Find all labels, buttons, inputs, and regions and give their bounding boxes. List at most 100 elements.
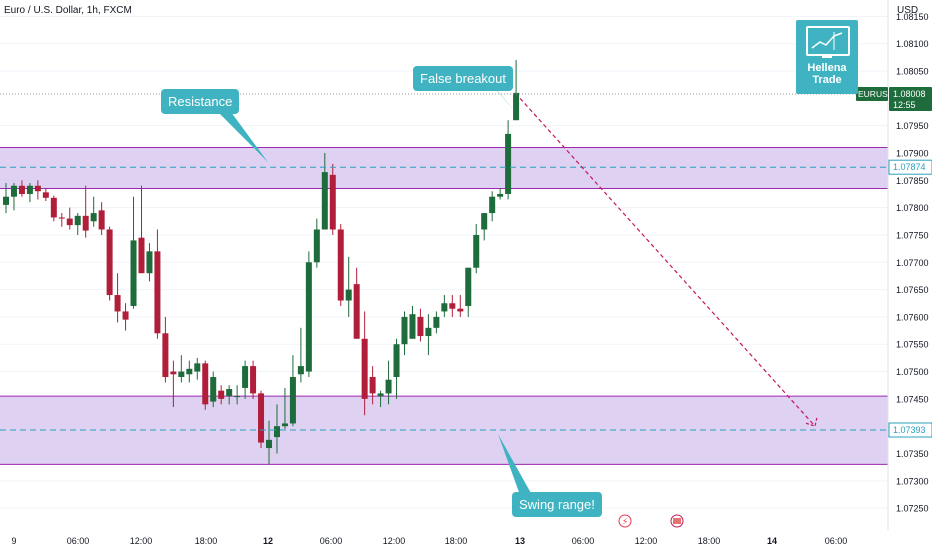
candle-bullish	[481, 213, 488, 230]
candle-bearish	[18, 185, 25, 194]
dividend-event-icon[interactable]	[618, 514, 632, 528]
false-breakout-callout[interactable]: False breakout	[413, 66, 513, 91]
symbol-tag: EURUSD	[858, 89, 894, 99]
candle-bullish	[473, 234, 480, 268]
candle-bullish	[513, 92, 520, 121]
price-tick-label: 1.08100	[896, 39, 929, 49]
price-tick-label: 1.07350	[896, 449, 929, 459]
swing-range-callout-pointer	[498, 434, 532, 495]
event-markers[interactable]: ⚡	[618, 514, 684, 528]
candle-bearish	[457, 308, 464, 312]
price-tick-label: 1.07500	[896, 367, 929, 377]
candle-bearish	[114, 295, 121, 312]
candle-bearish	[58, 217, 65, 219]
price-axis[interactable]: 1.08150 1.08100 1.08050 1.07950 1.07900 1.078…	[896, 12, 929, 514]
candle-bearish	[449, 303, 456, 309]
price-tick-label: 1.07800	[896, 203, 929, 213]
candle-bearish	[202, 363, 209, 405]
resistance-tag-border	[888, 159, 932, 175]
countdown-tag: 12:55	[893, 100, 916, 110]
candle-bullish	[242, 366, 249, 388]
candle-bullish	[505, 133, 512, 194]
candle-bullish	[10, 185, 17, 197]
time-axis[interactable]: 9 06:00 12:00 18:00 12 06:00 12:00 18:00 13 06:00…	[11, 536, 847, 546]
resistance-callout[interactable]: Resistance	[161, 89, 240, 114]
false-breakout-callout-pointer	[488, 80, 519, 115]
us-flag-icon	[673, 518, 681, 524]
candle-bullish	[74, 215, 81, 226]
time-tick-label: 06:00	[320, 536, 343, 546]
candle-bullish	[234, 396, 241, 398]
resistance-zone	[0, 147, 888, 189]
candle-bullish	[130, 240, 137, 306]
symbol-title[interactable]: Euro / U.S. Dollar, 1h, FXCM	[4, 5, 132, 16]
candle-bearish	[369, 377, 376, 394]
candle-bullish	[297, 366, 304, 375]
candle-bullish	[281, 423, 288, 427]
candle-bearish	[417, 316, 424, 337]
swing-range-callout[interactable]: Swing range!	[512, 492, 602, 517]
candle-bullish	[26, 185, 33, 194]
candle-bullish	[321, 172, 328, 230]
price-tick-label: 1.07750	[896, 230, 929, 240]
candle-bullish	[226, 389, 233, 397]
projection-arrowhead	[805, 417, 818, 427]
candle-bullish	[289, 377, 296, 424]
candle-bullish	[401, 316, 408, 345]
candle-bullish	[90, 213, 97, 222]
resistance-level-tag-bg	[889, 160, 932, 175]
price-tick-label: 1.07250	[896, 504, 929, 514]
candle-bearish	[218, 390, 225, 399]
candle-bearish	[122, 311, 129, 320]
overlays	[0, 80, 888, 495]
projection-line	[519, 97, 816, 427]
current-price-tag: 1.08008	[893, 89, 926, 99]
candle-bearish	[42, 192, 49, 198]
time-tick-label: 18:00	[698, 536, 721, 546]
current-price-tag-bg	[889, 86, 932, 111]
price-tick-label: 1.07550	[896, 340, 929, 350]
price-tick-label: 1.07850	[896, 176, 929, 186]
support-level-tag-bg	[889, 423, 932, 438]
time-tick-label: 18:00	[195, 536, 218, 546]
logo-line1: Hellena	[807, 62, 847, 74]
time-tick-label: 12:00	[130, 536, 153, 546]
candle-bearish	[329, 174, 336, 230]
candle-bullish	[497, 193, 504, 197]
candle-bullish	[186, 368, 193, 375]
time-tick-label: 9	[11, 536, 16, 546]
candles	[3, 60, 520, 465]
resistance-callout-pointer	[214, 108, 268, 163]
time-axis-bg	[0, 530, 932, 550]
lightning-icon: ⚡	[622, 518, 628, 528]
symbol-tag-bg	[856, 86, 888, 101]
resistance-level-tag: 1.07874	[893, 162, 926, 172]
time-tick-label: 18:00	[445, 536, 468, 546]
candle-bullish	[425, 327, 432, 337]
price-tick-label: 1.07700	[896, 258, 929, 268]
support-tag-border	[888, 422, 932, 438]
candle-bearish	[138, 237, 145, 274]
support-level-tag: 1.07393	[893, 425, 926, 435]
candle-bullish	[441, 303, 448, 312]
price-tick-label: 1.07900	[896, 148, 929, 158]
candle-bullish	[146, 251, 153, 274]
candle-bullish	[178, 371, 185, 378]
candle-bearish	[258, 393, 265, 443]
candle-bearish	[361, 338, 368, 399]
candle-bullish	[194, 363, 201, 372]
currency-label: USD	[897, 5, 919, 16]
time-tick-label: 13	[515, 536, 525, 546]
candle-bearish	[250, 366, 257, 394]
candle-bearish	[98, 210, 105, 230]
candle-bullish	[433, 316, 440, 328]
candle-bearish	[34, 185, 41, 192]
candle-bullish	[266, 439, 273, 449]
time-tick-label: 12	[263, 536, 273, 546]
time-tick-label: 06:00	[67, 536, 90, 546]
price-tick-label: 1.07300	[896, 476, 929, 486]
candle-bullish	[313, 229, 320, 263]
candle-bearish	[50, 197, 57, 218]
hellena-trade-logo: Hellena Trade	[796, 20, 858, 94]
